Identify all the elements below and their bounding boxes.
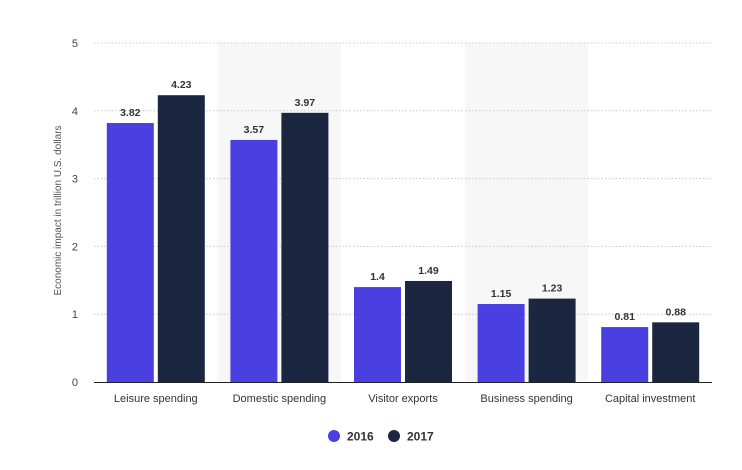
data-label: 1.4	[370, 271, 385, 283]
x-category-label: Capital investment	[605, 393, 696, 405]
bar-2016[interactable]	[106, 123, 154, 382]
x-category-label: Domestic spending	[233, 393, 327, 405]
data-label: 3.97	[295, 97, 316, 109]
data-label: 0.88	[665, 306, 686, 318]
bar-2016[interactable]	[477, 304, 525, 382]
y-tick-label: 1	[72, 309, 78, 321]
bar-2017[interactable]	[157, 95, 205, 383]
bars	[106, 95, 700, 383]
bar-2017[interactable]	[528, 298, 576, 382]
y-tick-label: 4	[72, 106, 78, 118]
legend-label: 2016	[347, 430, 374, 444]
legend: 2016 2017	[328, 430, 434, 444]
data-label: 1.23	[542, 283, 563, 295]
bar-2017[interactable]	[281, 112, 329, 383]
data-labels: 3.82 4.23 3.57 3.97 1.4 1.49 1.15 1.23 0.81 0.88	[120, 79, 686, 323]
data-label: 4.23	[171, 79, 192, 91]
y-axis-label: Economic impact in trillion U.S. dollars	[53, 125, 64, 295]
y-tick-label: 2	[72, 241, 78, 253]
x-category-label: Visitor exports	[368, 393, 438, 405]
x-axis-categories: Leisure spending Domestic spending Visitor…	[114, 393, 696, 405]
bar-2016[interactable]	[601, 327, 649, 382]
bar-2017[interactable]	[652, 322, 700, 382]
y-tick-label: 5	[72, 38, 78, 50]
legend-label: 2017	[407, 430, 434, 444]
x-category-label: Business spending	[480, 393, 572, 405]
x-category-label: Leisure spending	[114, 393, 198, 405]
y-tick-label: 0	[72, 377, 78, 389]
y-axis-ticks: 0 1 2 3 4 5	[72, 38, 78, 389]
bar-2017[interactable]	[405, 280, 452, 382]
data-label: 3.82	[120, 107, 141, 119]
data-label: 3.57	[244, 124, 265, 136]
legend-marker	[388, 430, 400, 442]
data-label: 1.15	[491, 288, 512, 300]
data-label: 1.49	[418, 265, 439, 277]
bar-2016[interactable]	[354, 287, 401, 382]
legend-item-2017[interactable]: 2017	[388, 430, 434, 444]
y-tick-label: 3	[72, 174, 78, 186]
bar-2016[interactable]	[230, 139, 278, 382]
data-label: 0.81	[614, 311, 635, 323]
legend-item-2016[interactable]: 2016	[328, 430, 374, 444]
legend-marker	[328, 430, 340, 442]
